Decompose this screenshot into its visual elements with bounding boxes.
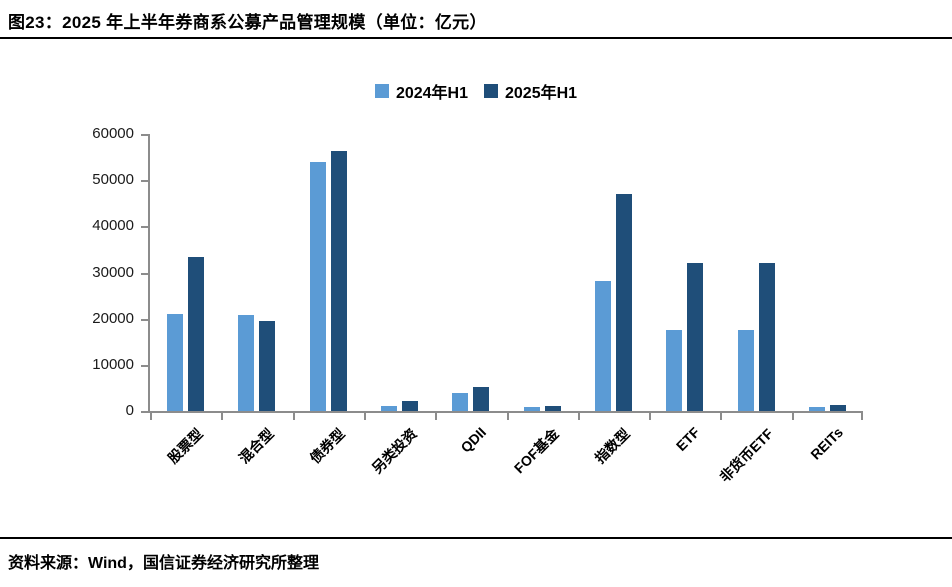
legend-label: 2025年H1 bbox=[505, 85, 578, 102]
y-axis-tick-mark bbox=[141, 272, 148, 275]
legend-item: 2024年H1 bbox=[374, 79, 468, 103]
x-axis-tick-mark bbox=[791, 413, 794, 420]
x-axis-tick-mark bbox=[861, 413, 863, 420]
y-axis-tick-mark bbox=[141, 318, 148, 321]
x-axis-tick-label: FOF基金 bbox=[510, 425, 562, 477]
bar-series-1 bbox=[238, 315, 255, 411]
bar-series-2 bbox=[473, 387, 490, 411]
bar-group bbox=[221, 134, 292, 411]
y-axis-tick-label: 0 bbox=[125, 402, 134, 419]
bar-group bbox=[507, 134, 578, 411]
x-axis-tick-label: 另类投资 bbox=[368, 425, 420, 477]
x-axis-tick-mark bbox=[363, 413, 366, 420]
x-axis-tick-mark bbox=[649, 413, 652, 420]
x-axis-tick-mark bbox=[150, 413, 152, 420]
x-axis-tick-mark bbox=[577, 413, 580, 420]
y-axis-tick-label: 30000 bbox=[92, 263, 134, 281]
legend-swatch-icon bbox=[484, 84, 498, 98]
y-axis: 0 10000 20000 30000 40000 50000 60000 bbox=[0, 126, 134, 419]
bar-group bbox=[578, 134, 649, 411]
bar-series-1 bbox=[523, 407, 540, 411]
chart-legend: 2024年H1 2025年H1 bbox=[0, 79, 952, 103]
y-axis-tick-mark bbox=[141, 411, 148, 413]
y-axis-tick-mark bbox=[141, 364, 148, 367]
x-axis-tick-mark bbox=[221, 413, 224, 420]
x-axis-tick-label: 债券型 bbox=[306, 425, 348, 467]
plot-area bbox=[148, 134, 863, 420]
bar-series-1 bbox=[594, 281, 611, 411]
x-axis-tick-mark bbox=[506, 413, 509, 420]
bar-series-2 bbox=[330, 151, 347, 411]
y-axis-tick-label: 40000 bbox=[92, 217, 134, 235]
legend-item: 2025年H1 bbox=[484, 79, 577, 103]
legend-swatch-icon bbox=[374, 84, 389, 98]
bar-series-1 bbox=[452, 393, 469, 411]
bar-series-2 bbox=[402, 401, 419, 411]
source-note: 资料来源：Wind，国信证券经济研究所整理 bbox=[8, 555, 319, 572]
bar-series-2 bbox=[259, 321, 276, 411]
x-axis-tick-label: 股票型 bbox=[164, 425, 206, 467]
x-axis-tick-label: ETF bbox=[673, 424, 704, 455]
x-axis-tick-label: REITs bbox=[807, 424, 846, 463]
x-axis-tick-label: 非货币ETF bbox=[716, 425, 776, 486]
bar-group bbox=[293, 134, 364, 411]
x-axis-tick-mark bbox=[435, 413, 438, 420]
bar-group bbox=[792, 134, 863, 411]
source-divider bbox=[0, 537, 952, 539]
bar-series-1 bbox=[309, 162, 326, 411]
bar-group bbox=[150, 134, 221, 411]
figure-title: 图23：2025 年上半年券商系公募产品管理规模（单位：亿元） bbox=[8, 13, 487, 32]
bar-series-1 bbox=[381, 406, 398, 411]
y-axis-tick-mark bbox=[141, 226, 148, 229]
bar-series-1 bbox=[666, 330, 683, 411]
y-axis-tick-mark bbox=[141, 180, 148, 183]
bar-group bbox=[720, 134, 791, 411]
bar-series-2 bbox=[687, 263, 704, 411]
bar-series-1 bbox=[167, 314, 184, 411]
x-axis-tick-mark bbox=[720, 413, 723, 420]
y-axis-tick-label: 10000 bbox=[92, 355, 134, 373]
y-axis-tick-label: 50000 bbox=[92, 171, 134, 189]
x-axis-tick-label: QDII bbox=[457, 424, 490, 456]
y-axis-tick-label: 60000 bbox=[92, 125, 134, 142]
x-axis-tick-label: 指数型 bbox=[592, 425, 634, 467]
bar-series-2 bbox=[544, 406, 561, 411]
y-axis-tick-label: 20000 bbox=[92, 309, 134, 327]
x-axis-tick-label: 混合型 bbox=[235, 425, 277, 467]
bar-group bbox=[364, 134, 435, 411]
x-axis-labels: 股票型 混合型 债券型 另类投资 QDII FOF基金 指数型 ETF 非货币ETF REITs bbox=[150, 420, 863, 530]
y-axis-tick-mark bbox=[141, 134, 148, 136]
title-divider bbox=[0, 37, 952, 39]
bar-group bbox=[435, 134, 506, 411]
legend-label: 2024年H1 bbox=[395, 85, 468, 102]
bar-series-2 bbox=[188, 257, 205, 411]
bar-series-1 bbox=[808, 407, 825, 411]
bar-series-2 bbox=[758, 263, 775, 411]
y-axis-tick-marks bbox=[141, 134, 148, 413]
bar-series-2 bbox=[615, 194, 632, 411]
bar-series-1 bbox=[737, 330, 754, 411]
bar-series-2 bbox=[829, 405, 846, 411]
bar-group bbox=[649, 134, 720, 411]
x-axis-tick-mark bbox=[292, 413, 295, 420]
